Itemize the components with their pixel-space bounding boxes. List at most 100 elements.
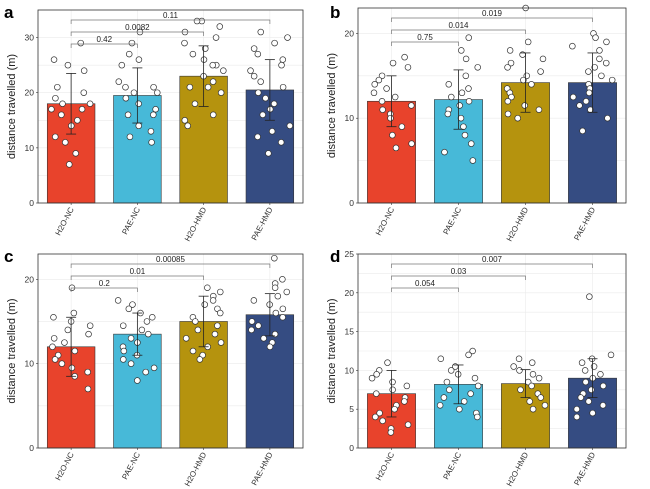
data-point xyxy=(447,367,455,374)
comparison-bracket xyxy=(391,287,459,292)
data-point xyxy=(378,72,386,80)
plot-frame xyxy=(357,7,627,204)
data-point xyxy=(404,421,412,428)
data-point xyxy=(579,127,586,135)
data-point xyxy=(440,394,448,401)
data-point xyxy=(389,59,397,67)
data-point xyxy=(277,139,285,146)
data-point xyxy=(516,367,523,374)
data-point xyxy=(598,72,605,80)
data-point xyxy=(286,122,294,130)
plot-frame xyxy=(37,253,304,449)
data-point xyxy=(217,288,224,296)
data-point xyxy=(578,359,586,366)
p-value-label: 0.0082 xyxy=(125,23,150,32)
y-tick-label: 30 xyxy=(25,33,35,43)
data-point xyxy=(217,309,224,317)
data-point xyxy=(149,314,156,321)
x-tick-label: PAE-HMD xyxy=(250,206,275,242)
y-tick-label: 0 xyxy=(29,443,34,453)
y-tick-label: 0 xyxy=(29,198,34,208)
panel-letter: c xyxy=(4,247,13,266)
data-point xyxy=(77,39,84,47)
data-point xyxy=(247,67,254,74)
data-point xyxy=(539,55,547,63)
data-point xyxy=(370,89,378,97)
data-point xyxy=(541,402,549,409)
data-point xyxy=(387,114,394,122)
data-point xyxy=(270,100,278,107)
data-point xyxy=(371,81,378,88)
p-value-label: 0.014 xyxy=(448,21,469,30)
y-tick-label: 0 xyxy=(349,198,354,208)
data-point xyxy=(84,385,92,393)
data-point xyxy=(255,89,262,96)
data-point xyxy=(520,76,527,84)
data-point xyxy=(115,78,123,85)
data-point xyxy=(582,378,589,386)
comparison-bracket xyxy=(391,263,593,268)
data-point xyxy=(122,94,130,102)
data-point xyxy=(569,93,577,101)
data-point xyxy=(59,100,66,107)
data-point xyxy=(204,284,211,291)
data-point xyxy=(127,335,135,342)
data-point xyxy=(589,409,596,417)
x-tick-label: H2O-HMD xyxy=(183,206,209,243)
x-tick-label: PAE-NC xyxy=(441,206,463,237)
data-point xyxy=(254,133,261,141)
data-point xyxy=(186,83,194,91)
data-point xyxy=(437,355,445,363)
data-point xyxy=(271,39,278,47)
data-point xyxy=(135,56,143,63)
data-point xyxy=(389,378,396,386)
data-point xyxy=(537,394,544,401)
data-point xyxy=(248,318,256,325)
y-axis-label: distance travelled (m) xyxy=(6,54,18,159)
x-tick-label: H2O-NC xyxy=(374,451,396,483)
data-point xyxy=(70,309,78,317)
data-point xyxy=(383,85,390,92)
data-point xyxy=(465,85,472,92)
data-point xyxy=(72,150,79,157)
data-point xyxy=(378,98,386,105)
data-point xyxy=(465,98,473,105)
data-point xyxy=(446,386,453,394)
data-point xyxy=(259,111,266,119)
data-point xyxy=(114,297,122,304)
data-point xyxy=(283,288,291,296)
data-point xyxy=(591,64,598,71)
data-point xyxy=(279,314,286,321)
data-point xyxy=(51,356,59,363)
data-point xyxy=(392,144,400,152)
data-point xyxy=(391,405,398,413)
y-tick-label: 20 xyxy=(345,28,355,38)
data-point xyxy=(119,322,127,329)
data-point xyxy=(138,326,146,334)
data-point xyxy=(184,122,191,130)
data-point xyxy=(250,45,258,52)
data-point xyxy=(465,351,472,359)
data-point xyxy=(461,131,469,139)
data-point xyxy=(401,398,408,405)
data-point xyxy=(507,59,515,67)
data-point xyxy=(581,367,589,374)
y-tick-label: 15 xyxy=(345,327,355,337)
p-value-label: 0.007 xyxy=(482,255,503,264)
data-point xyxy=(526,398,533,405)
y-tick-label: 10 xyxy=(345,113,355,123)
x-tick-label: H2O-NC xyxy=(54,451,76,483)
data-point xyxy=(284,34,291,41)
data-point xyxy=(508,93,515,101)
panel-a: a 0 10 20 30 distance travelled (m) 0.42 0.0082… xyxy=(4,3,304,243)
data-point xyxy=(408,140,415,147)
data-point xyxy=(389,131,396,139)
data-point xyxy=(130,89,138,96)
data-point xyxy=(271,284,279,291)
y-tick-label: 10 xyxy=(25,143,35,153)
data-point xyxy=(257,28,265,36)
comparison-bracket xyxy=(70,31,204,36)
data-point xyxy=(196,356,204,363)
data-point xyxy=(192,318,199,325)
